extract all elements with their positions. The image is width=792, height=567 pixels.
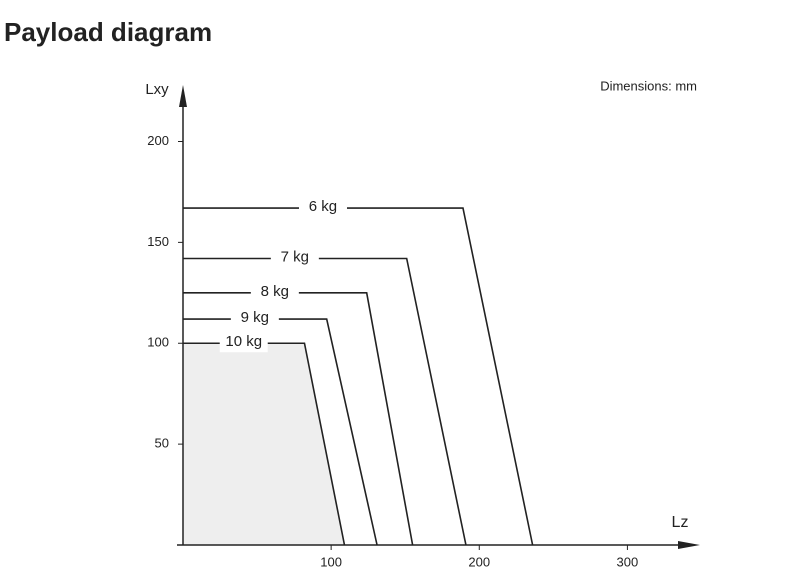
curve-label-bg [219,334,268,353]
curve-label-bg [270,249,319,268]
x-tick-label: 200 [468,554,490,567]
curve-label-bg [298,199,347,218]
y-axis-arrow [179,85,187,107]
curve-label: 6 kg [309,198,337,215]
curve-label: 7 kg [281,248,309,265]
payload-curve [183,207,534,546]
y-axis-label: Lxy [145,81,169,98]
units-note: Dimensions: mm [600,78,697,93]
x-tick-label: 100 [320,554,342,567]
y-tick-label: 200 [147,133,169,148]
chart-title: Payload diagram [4,17,212,47]
y-tick-label: 100 [147,335,169,350]
x-tick-label: 300 [617,554,639,567]
safe-area [183,343,345,545]
payload-curve [183,292,414,546]
x-axis-label: Lz [672,514,689,531]
curve-label: 8 kg [261,283,289,300]
curve-label-bg [250,283,299,302]
y-tick-label: 50 [155,436,169,451]
curve-label: 10 kg [225,333,262,350]
x-axis-arrow [678,541,700,549]
y-tick-label: 150 [147,234,169,249]
curve-label-bg [230,310,279,329]
curve-label: 9 kg [241,309,269,326]
payload-curve [183,257,467,546]
